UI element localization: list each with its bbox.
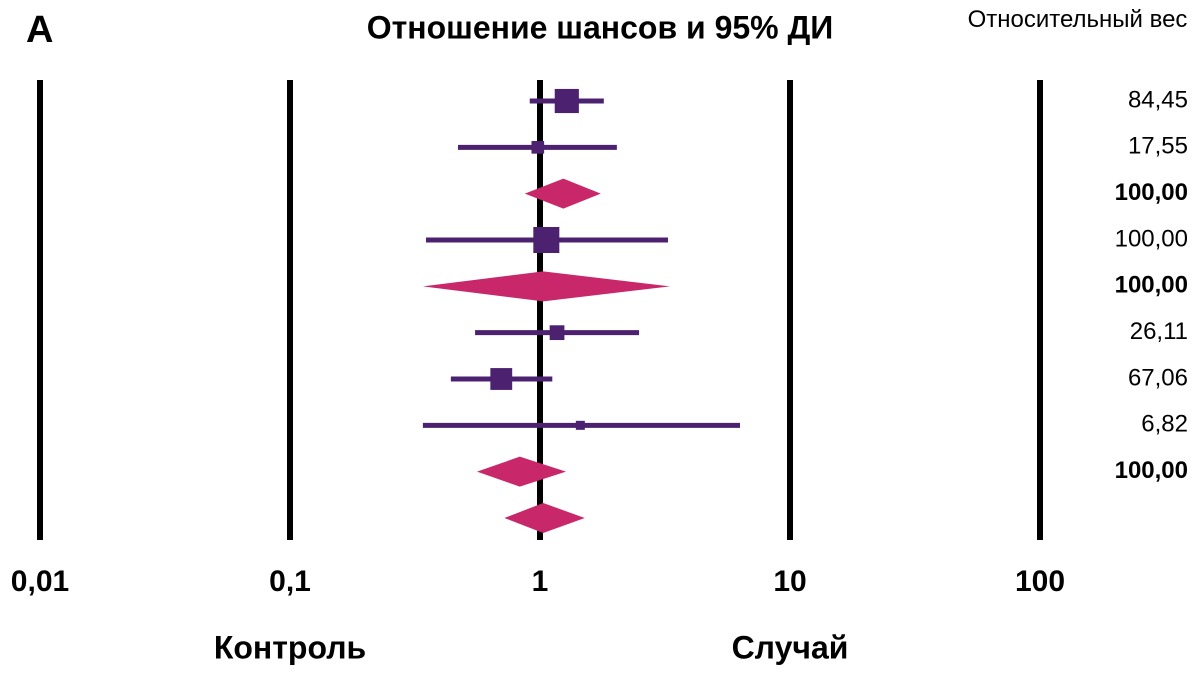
x-label-left: Контроль	[214, 629, 366, 665]
point-estimate	[554, 88, 579, 114]
pooled-diamond	[477, 456, 566, 487]
chart-title: Отношение шансов и 95% ДИ	[367, 9, 834, 45]
pooled-diamond	[524, 178, 601, 209]
x-label-right: Случай	[732, 629, 849, 665]
point-estimate	[531, 141, 545, 154]
x-tick-label: 0,1	[269, 565, 311, 598]
x-tick-label: 10	[773, 565, 806, 598]
weight-label: 84,45	[1128, 86, 1188, 113]
weight-label: 100,00	[1115, 225, 1188, 252]
weight-label: 26,11	[1130, 318, 1188, 345]
pooled-diamond	[504, 503, 585, 533]
x-tick-label: 0,01	[11, 565, 69, 598]
x-tick-label: 100	[1015, 565, 1065, 598]
weight-label: 100,00	[1115, 179, 1188, 206]
pooled-diamond	[422, 271, 670, 302]
weight-label: 100,00	[1115, 272, 1188, 299]
weight-label: 6,82	[1141, 411, 1188, 438]
point-estimate	[490, 368, 513, 390]
weight-label: 67,06	[1128, 364, 1188, 391]
point-estimate	[533, 227, 560, 253]
point-estimate	[575, 420, 585, 430]
panel-label: A	[26, 9, 53, 51]
weight-label: 17,55	[1128, 133, 1188, 160]
weight-header: Относительный вес	[967, 6, 1188, 33]
x-tick-label: 1	[532, 565, 549, 598]
point-estimate	[549, 325, 565, 341]
weight-label: 100,00	[1115, 457, 1188, 484]
